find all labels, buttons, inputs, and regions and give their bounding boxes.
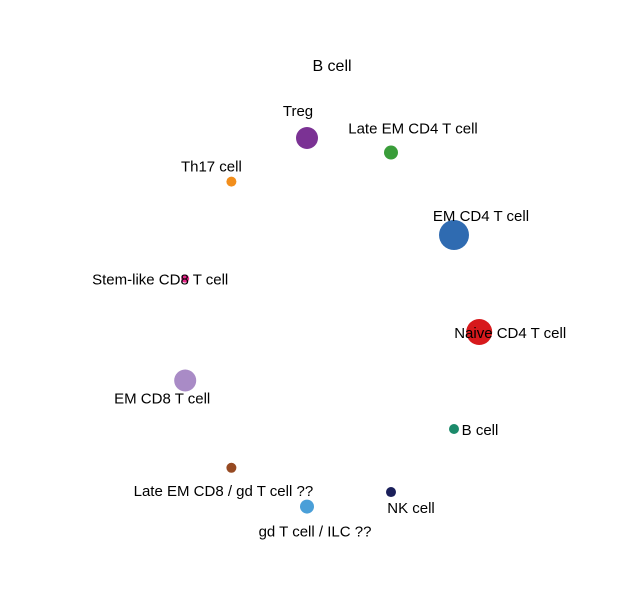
data-point-label: Stem-like CD8 T cell <box>92 272 228 289</box>
data-point-label: EM CD4 T cell <box>433 208 529 225</box>
data-point-label: Treg <box>283 103 313 120</box>
data-point <box>300 499 314 514</box>
data-point-label: NK cell <box>387 500 435 517</box>
data-point <box>226 462 237 473</box>
data-point <box>449 424 459 434</box>
chart-title: B cell <box>312 58 351 75</box>
data-point-label: Th17 cell <box>181 159 242 176</box>
data-point-label: EM CD8 T cell <box>114 391 210 408</box>
labels-layer: Treg Late EM CD4 T cell Th17 cell EM CD4 T … <box>92 103 566 541</box>
data-point <box>439 220 469 250</box>
data-point <box>296 127 318 149</box>
data-point-label: Late EM CD4 T cell <box>348 121 478 138</box>
data-point-label: B cell <box>462 422 499 439</box>
data-point <box>174 369 197 392</box>
data-point <box>466 319 493 345</box>
data-point-label: gd T cell / ILC ?? <box>259 524 372 541</box>
data-point-label: Late EM CD8 / gd T cell ?? <box>134 483 314 500</box>
points-layer <box>174 127 493 514</box>
data-point <box>181 274 190 283</box>
data-point-label: Naive CD4 T cell <box>454 325 566 342</box>
data-point <box>386 487 396 498</box>
data-point <box>226 176 237 187</box>
data-point <box>384 145 398 160</box>
